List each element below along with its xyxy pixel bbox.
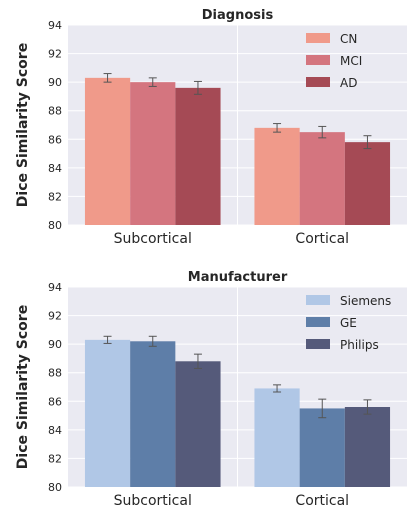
legend-swatch-cn — [306, 33, 330, 43]
y-tick-label: 82 — [48, 190, 62, 203]
x-tick-label: Subcortical — [114, 493, 192, 509]
y-tick-label: 90 — [48, 338, 62, 351]
y-tick-label: 86 — [48, 395, 62, 408]
legend-label-philips: Philips — [340, 338, 379, 352]
y-tick-label: 88 — [48, 105, 62, 118]
chart-title: Manufacturer — [188, 270, 288, 285]
legend-label-mci: MCI — [340, 54, 362, 68]
x-tick-label: Cortical — [295, 231, 349, 247]
legend-label-siemens: Siemens — [340, 294, 391, 308]
bar-cn-subcortical — [84, 77, 131, 225]
bar-siemens-subcortical — [84, 339, 131, 487]
y-axis-label: Dice Similarity Score — [15, 305, 31, 469]
y-tick-label: 92 — [48, 48, 62, 61]
bar-mci-subcortical — [130, 82, 176, 226]
bar-ad-cortical — [344, 142, 391, 225]
bar-mci-cortical — [299, 132, 345, 225]
legend-swatch-siemens — [306, 295, 330, 305]
legend-label-ad: AD — [340, 76, 357, 90]
legend: CN MCI AD — [306, 32, 362, 90]
bar-philips-cortical — [344, 407, 391, 487]
bar-philips-subcortical — [175, 361, 221, 487]
chart-title: Diagnosis — [202, 8, 274, 23]
x-tick-label: Subcortical — [114, 231, 192, 247]
y-tick-label: 94 — [48, 281, 62, 294]
bar-ge-subcortical — [130, 341, 176, 487]
legend-label-ge: GE — [340, 316, 357, 330]
legend-swatch-philips — [306, 339, 330, 349]
x-tick-label: Cortical — [295, 493, 349, 509]
y-tick-label: 80 — [48, 481, 62, 494]
bar-cn-cortical — [254, 127, 300, 225]
chart-panel-1: 80 82 84 86 88 90 92 94 Subcortical Cortical Diagn… — [15, 8, 407, 247]
y-tick-label: 94 — [48, 19, 62, 32]
y-tick-label: 82 — [48, 452, 62, 465]
y-tick-label: 92 — [48, 310, 62, 323]
y-tick-label: 88 — [48, 367, 62, 380]
y-axis-label: Dice Similarity Score — [15, 43, 31, 207]
bar-ge-cortical — [299, 408, 345, 487]
y-tick-label: 80 — [48, 219, 62, 232]
bar-siemens-cortical — [254, 388, 300, 487]
legend-swatch-ge — [306, 317, 330, 327]
legend: Siemens GE Philips — [306, 294, 391, 352]
y-tick-label: 84 — [48, 162, 62, 175]
legend-swatch-mci — [306, 55, 330, 65]
y-tick-label: 84 — [48, 424, 62, 437]
legend-label-cn: CN — [340, 32, 357, 46]
legend-swatch-ad — [306, 77, 330, 87]
y-tick-label: 86 — [48, 133, 62, 146]
y-tick-label: 90 — [48, 76, 62, 89]
bar-ad-subcortical — [175, 87, 221, 225]
chart-panel-2: 80 82 84 86 88 90 92 94 Subcortical Cortical Manuf… — [15, 270, 407, 509]
